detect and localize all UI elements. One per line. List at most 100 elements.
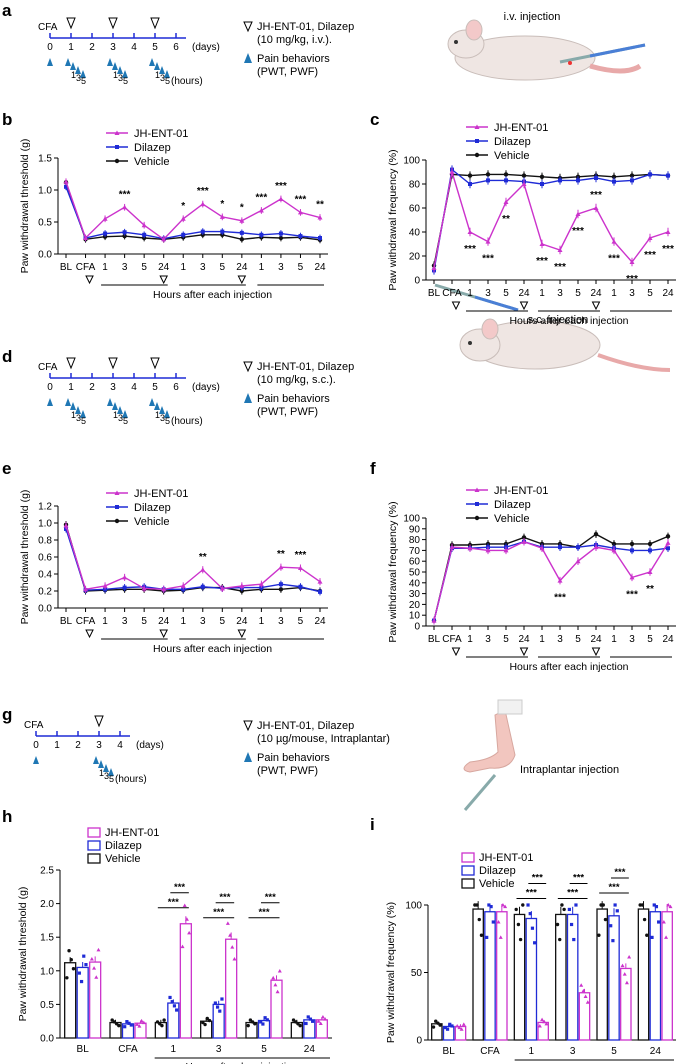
cfa-label: CFA bbox=[24, 720, 44, 731]
bar bbox=[212, 1003, 225, 1039]
data-point bbox=[271, 975, 276, 980]
data-point bbox=[63, 523, 69, 528]
x-tick-label: BL bbox=[443, 1046, 456, 1057]
x-tick-label: 1 bbox=[259, 616, 265, 627]
data-point bbox=[311, 1019, 315, 1023]
data-point bbox=[239, 218, 245, 223]
x-tick-label: BL bbox=[60, 616, 73, 627]
data-point bbox=[239, 583, 245, 588]
hour-label: 5 bbox=[123, 76, 128, 86]
x-axis-label: Hours after each injection bbox=[509, 661, 628, 673]
data-point bbox=[630, 548, 634, 553]
data-point bbox=[555, 922, 560, 927]
hours-unit-label: (hours) bbox=[115, 774, 147, 785]
data-point bbox=[629, 541, 635, 547]
legend-label: Dilazep bbox=[494, 136, 531, 148]
injection-marker-icon bbox=[150, 357, 160, 370]
x-tick-label: 5 bbox=[261, 1044, 267, 1055]
injection-marker-icon bbox=[451, 301, 461, 311]
data-point bbox=[489, 905, 493, 909]
x-tick-label: 5 bbox=[575, 288, 581, 299]
x-tick-label: 24 bbox=[650, 1046, 662, 1057]
data-point bbox=[593, 544, 599, 550]
y-axis-label: Paw withdrawal threshold (g) bbox=[19, 490, 31, 625]
data-point bbox=[450, 1024, 454, 1028]
pain-test-icon bbox=[75, 66, 81, 74]
series-line bbox=[65, 182, 321, 241]
chart-e-pwt-sc: 0.0 0.2 0.4 0.6 0.8 1.0 1.2 Paw withdrawal thre… bbox=[19, 488, 328, 655]
data-point bbox=[259, 232, 264, 237]
y-tick-label: 70 bbox=[409, 546, 421, 557]
x-tick-label: 3 bbox=[557, 634, 563, 645]
significance-label: ** bbox=[199, 552, 207, 563]
data-point bbox=[654, 905, 659, 909]
data-point bbox=[579, 983, 584, 987]
data-point bbox=[666, 546, 670, 551]
data-point bbox=[496, 920, 501, 924]
x-tick-label: 5 bbox=[503, 634, 509, 645]
data-point bbox=[318, 589, 322, 594]
data-point bbox=[122, 574, 128, 580]
legend-pain-icon bbox=[244, 53, 252, 63]
data-point bbox=[558, 545, 562, 550]
legend-label: Dilazep bbox=[479, 865, 516, 877]
pain-test-icon bbox=[33, 756, 39, 764]
legend-marker-icon bbox=[115, 505, 119, 509]
y-tick-label: 0 bbox=[414, 622, 420, 633]
data-point bbox=[297, 209, 303, 215]
x-tick-label: 5 bbox=[220, 616, 226, 627]
pain-test-icon bbox=[47, 398, 53, 406]
y-axis-label: Paw withdrawal threshold (g) bbox=[17, 887, 29, 1022]
data-point bbox=[89, 957, 94, 961]
legend-swatch bbox=[461, 878, 475, 889]
data-point bbox=[431, 618, 437, 623]
data-point bbox=[585, 1000, 590, 1004]
y-tick-label: 1.2 bbox=[38, 502, 52, 513]
data-point bbox=[263, 1016, 267, 1020]
data-point bbox=[96, 947, 101, 952]
data-point bbox=[161, 586, 167, 592]
data-point bbox=[180, 583, 186, 588]
data-point bbox=[576, 545, 580, 550]
pain-test-icon bbox=[149, 398, 155, 406]
legend-pain-text: Pain behaviors bbox=[257, 53, 330, 65]
x-tick-label: 24 bbox=[236, 616, 248, 627]
cfa-label: CFA bbox=[38, 362, 58, 373]
data-point bbox=[182, 903, 187, 907]
panel-label-a: a bbox=[2, 1, 12, 20]
significance-label: *** bbox=[532, 872, 543, 883]
pain-test-icon bbox=[108, 768, 114, 776]
data-point bbox=[613, 903, 617, 907]
day-label: 1 bbox=[68, 42, 74, 53]
data-point bbox=[162, 1018, 166, 1022]
series-line bbox=[65, 524, 321, 592]
series-line bbox=[433, 533, 669, 621]
significance-label: *** bbox=[219, 892, 230, 903]
x-tick-label: CFA bbox=[442, 288, 462, 299]
data-point bbox=[142, 232, 147, 237]
hour-label: 3 bbox=[76, 413, 81, 423]
data-point bbox=[459, 1027, 464, 1031]
x-tick-label: 5 bbox=[220, 262, 226, 273]
data-point bbox=[539, 174, 545, 179]
x-tick-label: 5 bbox=[298, 616, 304, 627]
y-tick-label: 0.6 bbox=[38, 553, 52, 564]
injection-marker-icon bbox=[159, 275, 169, 285]
x-tick-label: 24 bbox=[590, 634, 602, 645]
y-tick-label: 0.5 bbox=[38, 218, 52, 229]
legend-label: Dilazep bbox=[494, 499, 531, 511]
data-point bbox=[102, 583, 108, 588]
legend-drug-text: JH-ENT-01, Dilazep bbox=[257, 720, 354, 732]
data-point bbox=[239, 237, 245, 242]
legend-label: JH-ENT-01 bbox=[494, 485, 548, 497]
significance-label: *** bbox=[554, 593, 566, 604]
injection-marker-icon bbox=[519, 301, 529, 311]
data-point bbox=[516, 922, 521, 927]
data-point bbox=[576, 178, 580, 183]
y-tick-label: 90 bbox=[409, 524, 421, 535]
significance-label: * bbox=[181, 201, 185, 212]
data-point bbox=[503, 199, 509, 204]
data-point bbox=[518, 937, 523, 942]
day-label: 2 bbox=[89, 382, 95, 393]
